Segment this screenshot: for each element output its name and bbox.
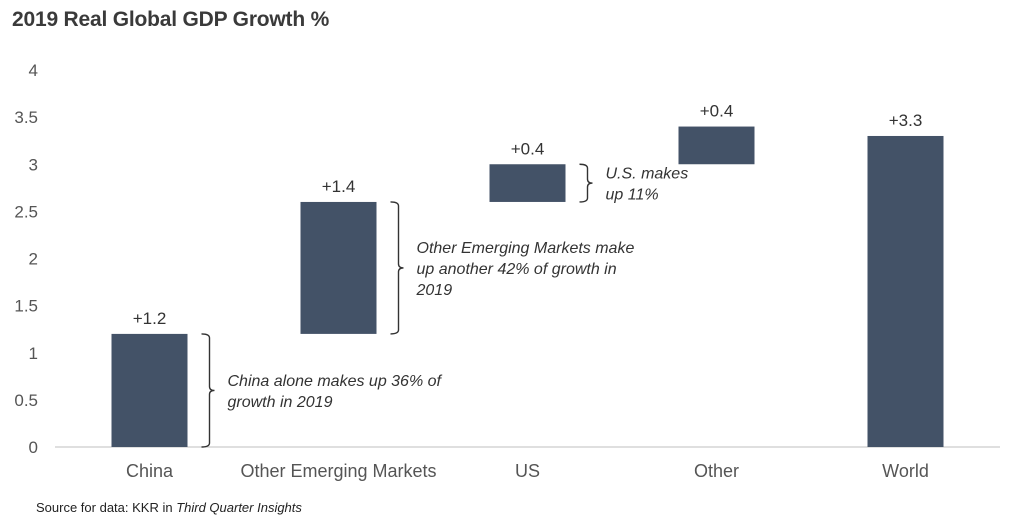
annotation-text: 2019: [416, 282, 453, 299]
data-label: +0.4: [511, 139, 545, 158]
y-tick-label: 2.5: [14, 202, 38, 221]
data-labels: +1.2 +1.4 +0.4 +0.4 +3.3: [133, 102, 923, 328]
bar: [489, 164, 566, 202]
source-prefix: Source for data: KKR in: [36, 500, 177, 515]
data-label: +3.3: [889, 111, 923, 130]
chart-title: 2019 Real Global GDP Growth %: [12, 8, 330, 31]
y-tick-label: 3: [29, 155, 38, 174]
bar: [300, 201, 377, 334]
data-label: +1.2: [133, 309, 167, 328]
bar: [867, 135, 944, 447]
y-tick-label: 2: [29, 250, 38, 269]
brace: [390, 201, 404, 335]
x-tick-label: World: [882, 461, 929, 481]
annotation-text: U.S. makes: [606, 166, 689, 183]
data-label: +0.4: [700, 102, 734, 121]
bar: [111, 333, 188, 447]
annotations: China alone makes up 36% of growth in 201…: [201, 163, 689, 448]
y-tick-label: 4: [29, 61, 38, 80]
x-axis: China Other Emerging Markets US Other World: [55, 446, 1000, 481]
brace: [579, 163, 593, 203]
bars: [111, 126, 944, 447]
annotation-text: up another 42% of growth in: [417, 261, 617, 278]
annotation-text: China alone makes up 36% of: [228, 373, 443, 390]
y-tick-label: 1.5: [14, 297, 38, 316]
x-tick-label: US: [515, 461, 540, 481]
annotation-text: growth in 2019: [228, 394, 333, 411]
data-label: +1.4: [322, 177, 356, 196]
annotation-text: up 11%: [606, 187, 659, 204]
y-tick-label: 3.5: [14, 108, 38, 127]
brace: [201, 333, 215, 448]
y-tick-label: 0.5: [14, 391, 38, 410]
x-tick-label: Other Emerging Markets: [240, 461, 436, 481]
annotation-text: Other Emerging Markets make: [417, 240, 635, 257]
x-tick-label: Other: [694, 461, 739, 481]
bar: [678, 126, 755, 165]
source-note: Source for data: KKR in Third Quarter In…: [36, 500, 302, 515]
y-tick-label: 0: [29, 438, 38, 457]
x-tick-label: China: [126, 461, 174, 481]
y-axis: 0 0.5 1 1.5 2 2.5 3 3.5 4: [14, 61, 38, 457]
source-publication: Third Quarter Insights: [176, 500, 302, 515]
y-tick-label: 1: [29, 344, 38, 363]
